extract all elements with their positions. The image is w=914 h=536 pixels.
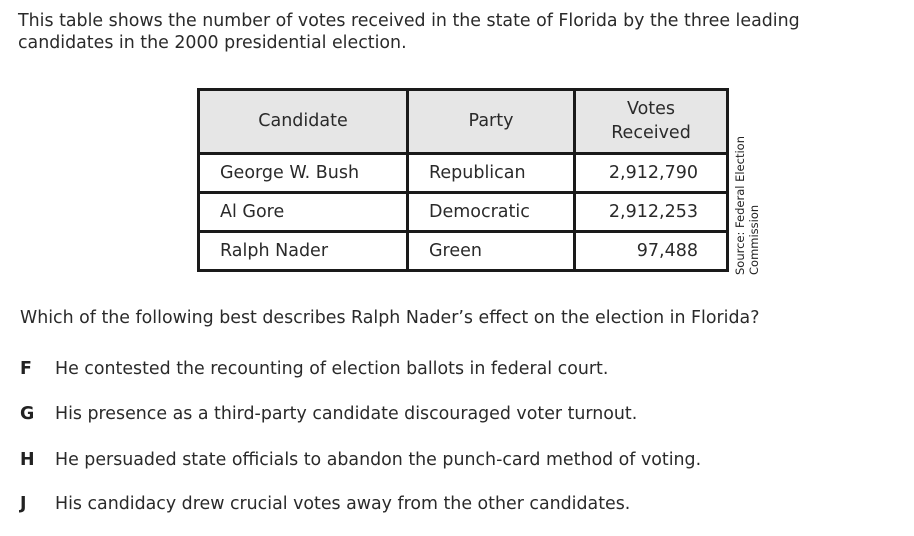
party-cell: Green — [409, 232, 573, 269]
header-candidate: Candidate — [200, 91, 406, 152]
answer-option-g[interactable]: G His presence as a third-party candidate… — [20, 404, 637, 424]
votes-table: Candidate Party Votes Received George W.… — [197, 88, 729, 272]
option-text: His candidacy drew crucial votes away fr… — [55, 494, 631, 514]
candidate-cell: George W. Bush — [200, 154, 406, 191]
option-letter: F — [20, 359, 32, 379]
party-cell: Democratic — [409, 193, 573, 230]
header-party: Party — [409, 91, 573, 152]
candidate-cell: Ralph Nader — [200, 232, 406, 269]
candidate-cell: Al Gore — [200, 193, 406, 230]
table-row: Al Gore Democratic 2,912,253 — [200, 193, 726, 230]
question-text: Which of the following best describes Ra… — [20, 308, 760, 328]
answer-option-f[interactable]: F He contested the recounting of election… — [20, 359, 608, 379]
option-text: He contested the recounting of election … — [55, 359, 609, 379]
intro-line-2: candidates in the 2000 presidential elec… — [18, 33, 407, 53]
intro-line-1: This table shows the number of votes rec… — [18, 11, 800, 31]
votes-cell: 97,488 — [576, 232, 726, 269]
table-row: Ralph Nader Green 97,488 — [200, 232, 726, 269]
votes-cell: 2,912,253 — [576, 193, 726, 230]
table-row: George W. Bush Republican 2,912,790 — [200, 154, 726, 191]
option-text: He persuaded state officials to abandon … — [55, 450, 702, 470]
intro-text: This table shows the number of votes rec… — [18, 10, 800, 54]
option-letter: J — [20, 494, 27, 514]
table-header-row: Candidate Party Votes Received — [200, 91, 726, 152]
option-letter: G — [20, 404, 35, 424]
party-cell: Republican — [409, 154, 573, 191]
source-citation: Source: Federal Election Commission — [733, 136, 761, 275]
answer-option-j[interactable]: J His candidacy drew crucial votes away f… — [20, 494, 630, 514]
votes-cell: 2,912,790 — [576, 154, 726, 191]
header-votes: Votes Received — [576, 91, 726, 152]
option-text: His presence as a third-party candidate … — [55, 404, 638, 424]
option-letter: H — [20, 450, 35, 470]
answer-option-h[interactable]: H He persuaded state officials to abandon… — [20, 450, 701, 470]
